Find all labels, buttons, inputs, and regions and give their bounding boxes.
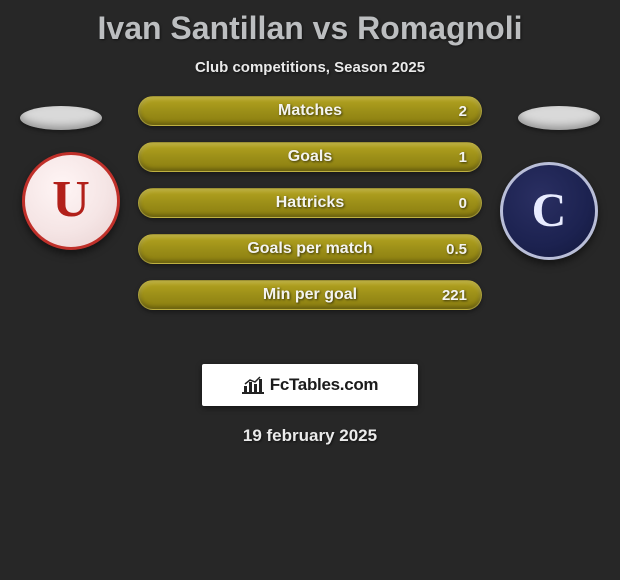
page-title: Ivan Santillan vs Romagnoli	[0, 0, 620, 47]
stat-bars: Matches 2 Goals 1 Hattricks 0 Goals per …	[138, 96, 482, 326]
club-badge-right: C	[500, 162, 598, 260]
stat-right-value: 0	[459, 195, 467, 212]
date-text: 19 february 2025	[0, 426, 620, 446]
stat-label: Goals	[288, 148, 332, 166]
stat-bar-hattricks: Hattricks 0	[138, 188, 482, 218]
stat-right-value: 1	[459, 149, 467, 166]
stat-bar-matches: Matches 2	[138, 96, 482, 126]
brand-chart-icon	[242, 376, 264, 394]
stat-bar-goals: Goals 1	[138, 142, 482, 172]
club-badge-left: U	[22, 152, 120, 250]
player-left-placeholder	[20, 106, 102, 130]
stat-label: Min per goal	[263, 286, 357, 304]
stat-bar-gpm: Goals per match 0.5	[138, 234, 482, 264]
stat-right-value: 2	[459, 103, 467, 120]
stat-bar-mpg: Min per goal 221	[138, 280, 482, 310]
club-left-letter: U	[52, 170, 90, 229]
subtitle: Club competitions, Season 2025	[0, 59, 620, 76]
stat-label: Hattricks	[276, 194, 344, 212]
brand-text: FcTables.com	[270, 375, 379, 395]
comparison-stage: U C Matches 2 Goals 1 Hattricks 0 Goals …	[0, 96, 620, 356]
player-right-placeholder	[518, 106, 600, 130]
stat-label: Goals per match	[247, 240, 372, 258]
stat-right-value: 0.5	[446, 241, 467, 258]
stat-right-value: 221	[442, 287, 467, 304]
brand-box[interactable]: FcTables.com	[202, 364, 418, 406]
club-right-letter: C	[532, 183, 567, 238]
stat-label: Matches	[278, 102, 342, 120]
